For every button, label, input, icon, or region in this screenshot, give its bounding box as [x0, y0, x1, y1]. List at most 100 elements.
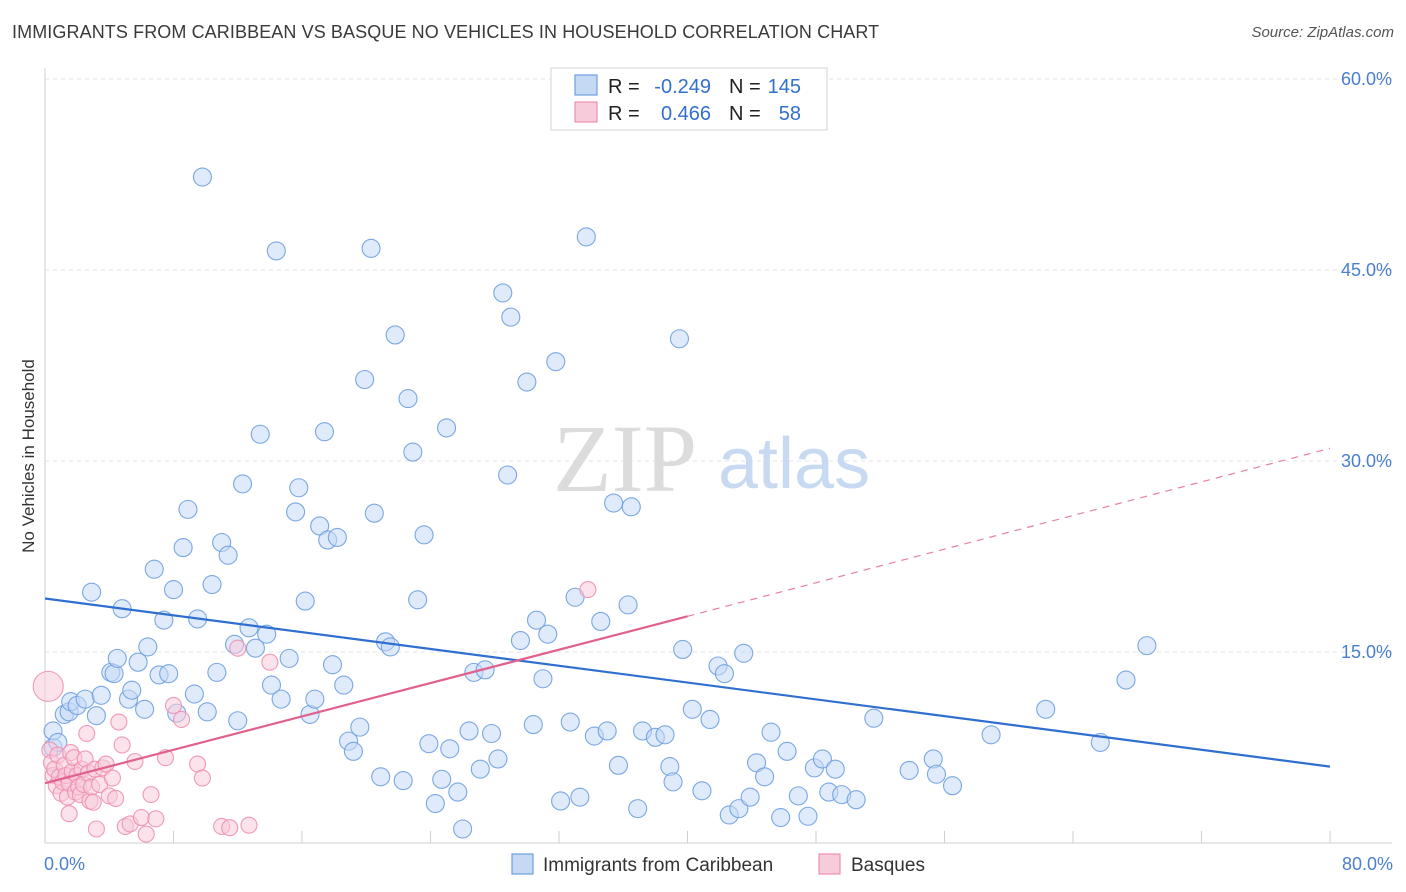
point-caribbean: [448, 782, 468, 802]
point-caribbean: [107, 648, 127, 668]
point-caribbean: [295, 591, 315, 611]
point-caribbean: [740, 787, 760, 807]
point-basques: [60, 805, 78, 823]
point-caribbean: [926, 764, 947, 784]
point-caribbean: [470, 759, 490, 779]
point-caribbean: [538, 624, 558, 644]
point-basques: [103, 769, 122, 787]
point-caribbean: [350, 717, 370, 737]
legend-label-caribbean: Immigrants from Caribbean: [543, 855, 773, 876]
trend-line-basques-extension: [687, 447, 1331, 617]
point-caribbean: [533, 669, 553, 689]
point-caribbean: [266, 241, 286, 261]
point-caribbean: [628, 799, 648, 819]
watermark-zip: ZIP: [553, 405, 697, 512]
point-caribbean: [1116, 670, 1136, 690]
stats-legend-r-label-basques: R =: [608, 103, 640, 125]
point-caribbean: [192, 167, 212, 187]
x-tick-label: 80.0%: [1342, 854, 1393, 874]
x-tick-labels: 0.0% 80.0%: [44, 854, 1393, 874]
point-caribbean: [159, 664, 179, 684]
point-caribbean: [261, 675, 282, 695]
point-caribbean: [233, 474, 253, 494]
stats-legend-swatch-basques: [574, 101, 598, 123]
point-caribbean: [942, 776, 963, 796]
point-caribbean: [437, 418, 457, 438]
point-caribbean: [621, 497, 641, 517]
point-caribbean: [163, 580, 184, 600]
trend-line-caribbean: [44, 597, 1331, 768]
point-caribbean: [82, 582, 102, 602]
y-tick-label: 30.0%: [1341, 451, 1392, 471]
point-caribbean: [523, 715, 543, 735]
point-caribbean: [608, 755, 628, 775]
point-caribbean: [734, 643, 754, 663]
point-caribbean: [414, 525, 434, 545]
point-caribbean: [1036, 699, 1056, 719]
point-caribbean: [138, 637, 158, 657]
point-caribbean: [380, 637, 400, 657]
point-caribbean: [286, 502, 306, 522]
point-caribbean: [576, 227, 596, 247]
point-caribbean: [314, 422, 335, 442]
point-caribbean: [669, 329, 690, 349]
point-caribbean: [91, 685, 111, 705]
point-caribbean: [432, 769, 452, 789]
point-caribbean: [560, 712, 580, 732]
point-caribbean: [75, 689, 95, 709]
legend-swatch-caribbean: [511, 853, 534, 875]
point-caribbean: [385, 325, 405, 345]
point-caribbean: [604, 493, 624, 513]
point-caribbean: [173, 538, 193, 558]
point-basques: [84, 793, 102, 811]
point-caribbean: [398, 389, 418, 409]
point-caribbean: [488, 749, 508, 769]
point-basques: [579, 581, 597, 599]
watermark: ZIP atlas: [553, 405, 870, 512]
y-tick-label: 60.0%: [1341, 69, 1392, 89]
point-caribbean: [459, 721, 479, 741]
axes: [44, 68, 1392, 844]
point-caribbean: [250, 424, 270, 444]
point-caribbean: [135, 699, 155, 719]
point-basques: [113, 736, 131, 754]
point-caribbean: [755, 767, 775, 787]
point-basques: [87, 820, 105, 838]
point-caribbean: [257, 624, 277, 644]
trend-lines: [44, 447, 1331, 785]
point-caribbean: [551, 791, 571, 811]
point-caribbean: [655, 725, 675, 745]
point-caribbean: [343, 741, 363, 761]
y-tick-label: 45.0%: [1341, 260, 1392, 280]
data-points: [32, 167, 1157, 843]
point-caribbean: [218, 545, 238, 565]
point-basques: [221, 819, 239, 837]
point-caribbean: [526, 610, 547, 630]
point-caribbean: [700, 709, 720, 730]
point-caribbean: [517, 372, 537, 392]
chart-title: IMMIGRANTS FROM CARIBBEAN VS BASQUE NO V…: [12, 22, 880, 42]
point-caribbean: [493, 283, 513, 303]
stats-legend-n-label-caribbean: N =: [729, 76, 761, 98]
point-caribbean: [714, 664, 734, 684]
point-caribbean: [245, 638, 265, 658]
point-basques: [229, 639, 247, 657]
point-caribbean: [498, 465, 518, 485]
point-caribbean: [788, 786, 808, 806]
point-caribbean: [798, 806, 818, 826]
point-caribbean: [289, 478, 309, 498]
point-caribbean: [355, 369, 375, 390]
point-basques: [261, 653, 279, 671]
stats-legend-r-value-caribbean: -0.249: [654, 76, 711, 98]
point-caribbean: [899, 760, 919, 780]
point-caribbean: [618, 595, 638, 615]
legend-swatch-basques: [818, 853, 841, 875]
point-basques: [240, 816, 258, 834]
legend-label-basques: Basques: [851, 855, 925, 876]
stats-legend-n-label-basques: N =: [729, 103, 761, 125]
point-caribbean: [825, 759, 845, 779]
point-caribbean: [279, 648, 299, 668]
series-legend: Immigrants from Caribbean Basques: [511, 853, 925, 876]
point-basques: [164, 696, 183, 715]
